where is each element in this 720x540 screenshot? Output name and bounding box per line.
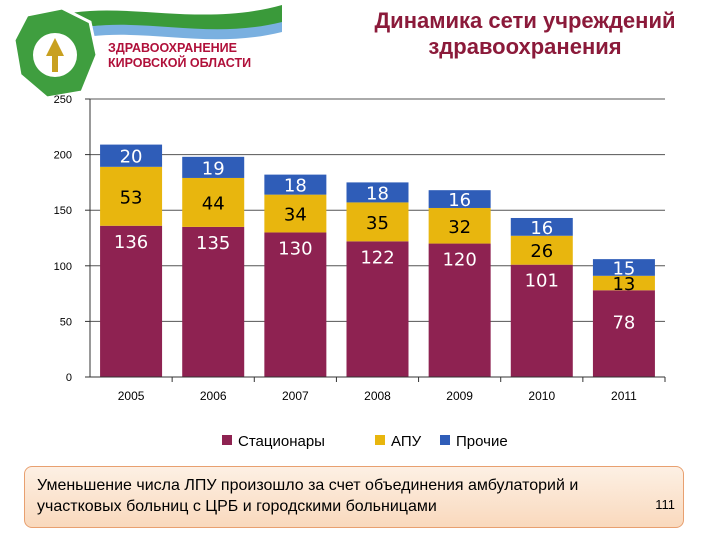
bar-segment — [592, 290, 655, 377]
data-label: 44 — [202, 193, 225, 214]
y-tick-label: 0 — [66, 372, 72, 384]
x-tick-label: 2008 — [364, 389, 391, 403]
bar-segment — [100, 166, 163, 226]
data-label: 120 — [442, 250, 476, 271]
bar-segment — [346, 202, 409, 242]
y-tick-label: 200 — [54, 150, 72, 162]
data-label: 32 — [448, 217, 471, 238]
data-label: 122 — [360, 247, 394, 268]
data-label: 53 — [120, 187, 143, 208]
y-tick-label: 100 — [54, 261, 72, 273]
data-label: 16 — [530, 218, 553, 239]
x-tick-label: 2011 — [611, 389, 637, 403]
bar-segment — [182, 226, 245, 377]
bar-segment — [592, 259, 655, 276]
x-tick-label: 2010 — [528, 389, 555, 403]
legend-swatch — [375, 435, 385, 445]
data-label: 135 — [196, 233, 230, 254]
bar-segment — [510, 235, 573, 265]
data-label: 78 — [612, 312, 635, 333]
data-label: 101 — [525, 271, 559, 292]
bar-segment — [264, 232, 327, 377]
x-tick-label: 2006 — [200, 389, 227, 403]
legend-label: АПУ — [391, 433, 422, 450]
bar-segment — [592, 275, 655, 291]
bars — [100, 144, 655, 377]
emblem-tree-icon — [46, 38, 64, 72]
bar-segment — [510, 217, 573, 236]
bar-segment — [264, 194, 327, 233]
data-label: 136 — [114, 232, 148, 253]
axes: 0 50 100 150 200 250 2005 2006 2007 2008 2009 2010 2… — [54, 94, 666, 403]
data-label: 130 — [278, 238, 312, 259]
bar-segment — [428, 243, 491, 377]
y-tick-label: 250 — [54, 94, 72, 106]
legend: Стационары АПУ Прочие — [222, 433, 508, 450]
x-tick-label: 2009 — [446, 389, 473, 403]
data-label: 16 — [448, 190, 471, 211]
data-label: 34 — [284, 205, 307, 226]
slide-title: Динамика сети учреждений здравоохранения — [374, 8, 676, 59]
bar-segment — [182, 156, 245, 178]
x-tick-label: 2005 — [118, 389, 145, 403]
bar-segment — [346, 241, 409, 377]
bar-segment — [346, 182, 409, 203]
bar-segment — [100, 225, 163, 377]
data-label: 18 — [366, 183, 389, 204]
logo-line1: ЗДРАВООХРАНЕНИЕ — [108, 41, 237, 55]
page-number: 111 — [655, 497, 675, 512]
ribbon-decoration-blue — [62, 22, 282, 42]
bar-segment — [510, 264, 573, 377]
stacked-bar-chart: 1365320135441913034181223518120321610126… — [54, 94, 666, 450]
legend-swatch — [222, 435, 232, 445]
data-labels: 136 53 20 135 44 19 130 34 18 122 35 18 120 32 16 101 26… — [114, 147, 635, 334]
y-tick-label: 50 — [60, 316, 72, 328]
data-label: 13 — [612, 274, 635, 295]
legend-swatch — [440, 435, 450, 445]
data-label: 20 — [120, 147, 143, 168]
bar-segment — [428, 190, 491, 208]
bar-segment — [428, 207, 491, 244]
summary-note: Уменьшение числа ЛПУ произошло за счет о… — [24, 466, 684, 528]
data-label: 26 — [530, 241, 553, 262]
bar-segment — [100, 144, 163, 167]
data-label: 35 — [366, 213, 389, 234]
bar-segment — [182, 177, 245, 227]
logo: ЗДРАВООХРАНЕНИЕ КИРОВСКОЙ ОБЛАСТИ — [12, 5, 282, 100]
x-tick-label: 2007 — [282, 389, 309, 403]
data-label: 19 — [202, 158, 225, 179]
y-tick-label: 150 — [54, 205, 72, 217]
bar-segment — [264, 174, 327, 195]
data-label: 15 — [612, 258, 635, 279]
logo-line2: КИРОВСКОЙ ОБЛАСТИ — [108, 55, 251, 70]
legend-label: Стационары — [238, 433, 325, 450]
ribbon-decoration — [42, 5, 282, 35]
summary-note-text: Уменьшение числа ЛПУ произошло за счет о… — [37, 477, 579, 515]
data-label: 18 — [284, 176, 307, 197]
legend-label: Прочие — [456, 433, 508, 450]
